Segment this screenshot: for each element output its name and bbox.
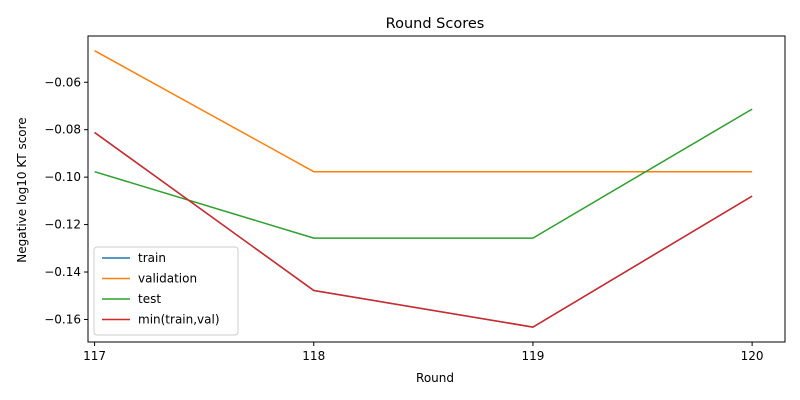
y-tick-label: −0.14 (44, 265, 81, 279)
y-axis-label: Negative log10 KT score (15, 117, 29, 262)
x-tick-label: 117 (83, 349, 106, 363)
legend-label: min(train,val) (138, 313, 220, 327)
series-layer (94, 50, 753, 328)
y-tick-label: −0.08 (44, 123, 81, 137)
x-tick-label: 119 (521, 349, 544, 363)
series-line-1 (94, 50, 753, 173)
y-tick-label: −0.12 (44, 218, 81, 232)
legend-label: test (138, 292, 161, 306)
y-tick-label: −0.10 (44, 170, 81, 184)
plot-area: 117 118 119 120 −0.16−0.14−0.12−0.10−0.08−0… (44, 35, 786, 363)
series-line-3 (94, 131, 753, 328)
series-line-2 (94, 108, 753, 239)
x-tick-label: 120 (741, 349, 764, 363)
axes-frame (87, 35, 786, 343)
x-axis: 117 118 119 120 (83, 342, 764, 363)
legend: train validation test min(train,val) (93, 246, 239, 336)
legend-label: train (138, 251, 166, 265)
legend-box (93, 246, 239, 336)
chart-title: Round Scores (386, 16, 485, 32)
x-axis-label: Round (416, 371, 454, 385)
y-tick-label: −0.16 (44, 312, 81, 326)
y-tick-label: −0.06 (44, 75, 81, 89)
legend-label: validation (138, 272, 197, 286)
y-axis: −0.16 −0.14 −0.12 −0.10 −0.08 −0.06 (44, 75, 88, 326)
x-tick-label: 118 (302, 349, 325, 363)
